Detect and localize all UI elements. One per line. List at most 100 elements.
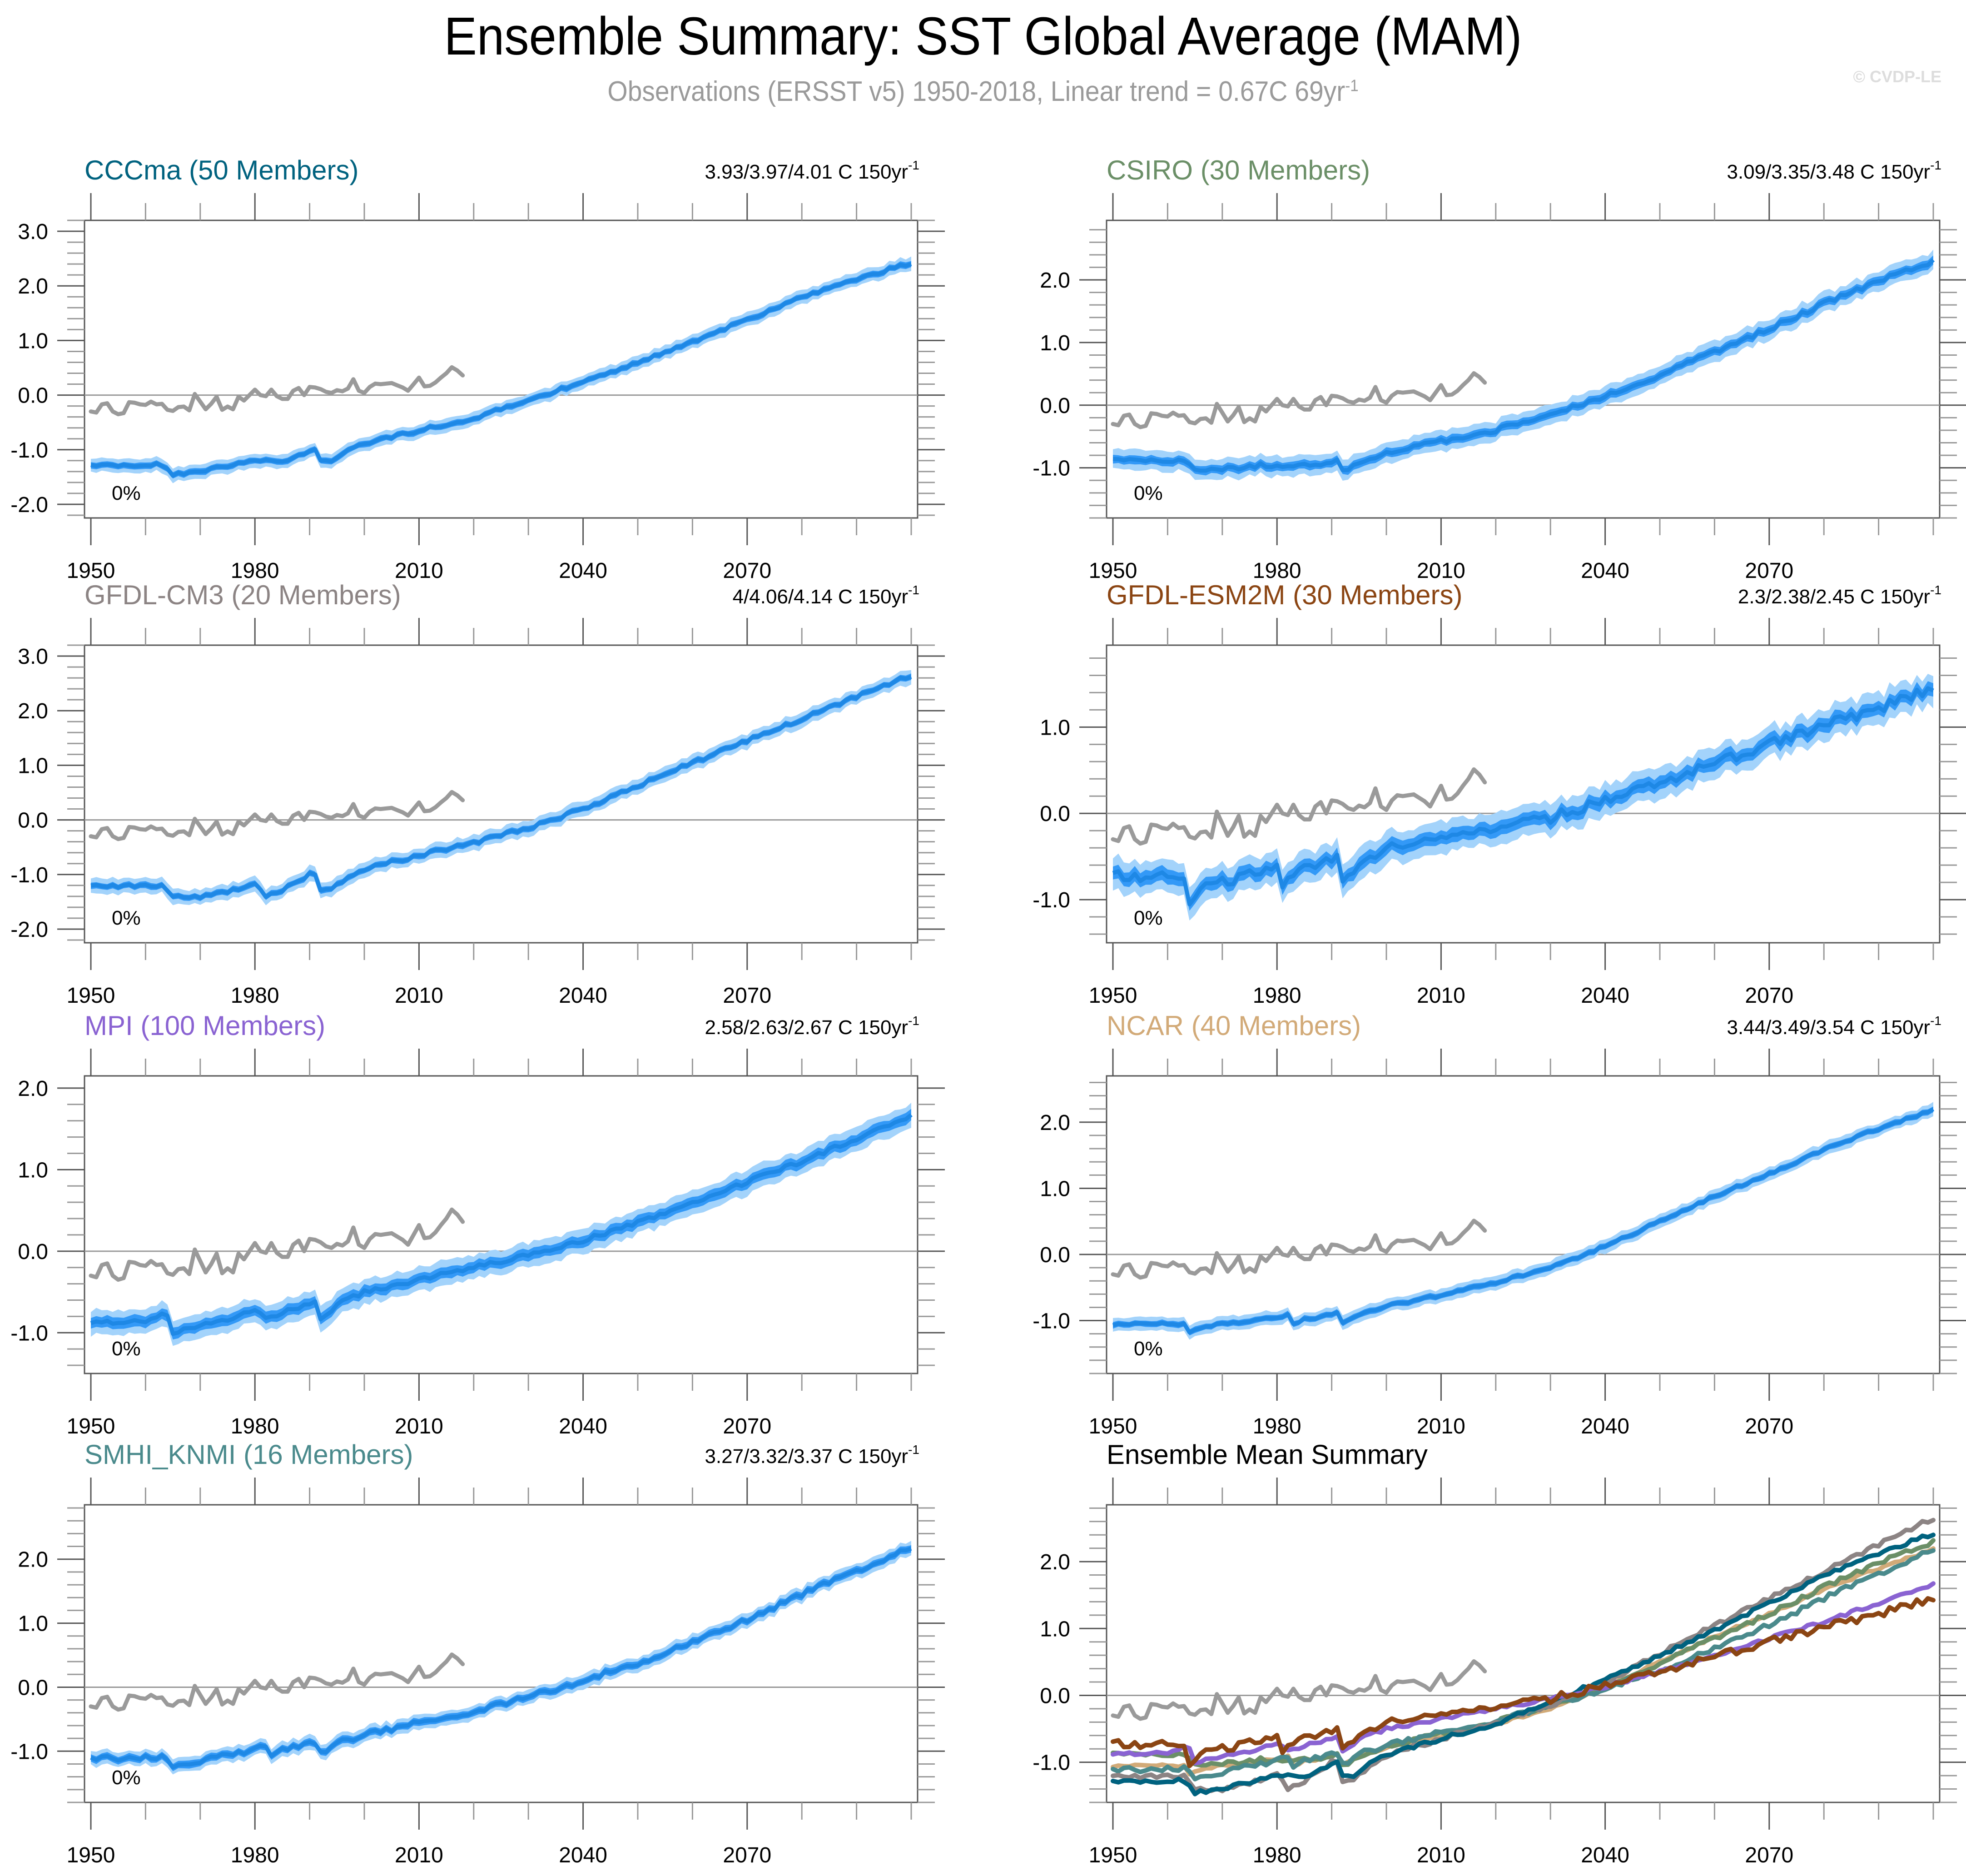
x-tick-label: 1950	[67, 1843, 115, 1867]
x-tick-label: 1980	[231, 1414, 279, 1438]
x-tick-label: 1980	[231, 1843, 279, 1867]
observations-line	[1111, 371, 1487, 429]
x-tick-label: 2010	[395, 1843, 443, 1867]
x-tick-label: 2010	[1417, 559, 1465, 583]
ensemble-inner-band	[1113, 255, 1933, 476]
y-tick-label: 0.0	[18, 1676, 48, 1700]
x-tick-label: 2070	[723, 1843, 771, 1867]
ensemble-outer-band	[91, 256, 911, 483]
x-tick-label: 1950	[1089, 984, 1137, 1008]
y-tick-label: -1.0	[10, 863, 48, 887]
ensemble-outer-band	[1113, 1102, 1933, 1340]
ensemble-outer-band	[91, 1103, 911, 1346]
x-tick-label: 1980	[1253, 559, 1301, 583]
panel-title: SMHI_KNMI (16 Members)	[84, 1439, 413, 1470]
panel-trend-label: 3.44/3.49/3.54 C 150yr-1	[1727, 1014, 1941, 1039]
ensemble-mean-line	[90, 675, 912, 900]
panel-trend-label: 2.58/2.63/2.67 C 150yr-1	[705, 1014, 919, 1039]
x-tick-label: 2040	[559, 984, 607, 1008]
observations-line	[89, 1652, 465, 1712]
ensemble-outer-band	[1113, 249, 1933, 481]
x-tick-label: 1950	[67, 1414, 115, 1438]
x-tick-label: 2070	[723, 1414, 771, 1438]
panel-trend-label: 2.3/2.38/2.45 C 150yr-1	[1738, 583, 1941, 608]
x-tick-label: 2010	[395, 984, 443, 1008]
y-tick-label: 1.0	[18, 754, 48, 778]
panel-title: MPI (100 Members)	[84, 1010, 325, 1041]
watermark: © CVDP-LE	[1853, 67, 1941, 86]
ensemble-inner-band	[1113, 1106, 1933, 1336]
x-tick-label: 2070	[1745, 1414, 1793, 1438]
panel-title: CSIRO (30 Members)	[1107, 155, 1370, 185]
x-tick-label: 2040	[559, 1414, 607, 1438]
y-tick-label: 0.0	[1040, 1243, 1070, 1267]
summary-line-gfdl-cm3	[1111, 1518, 1936, 1793]
summary-line-gfdl-esm2m	[1111, 1596, 1936, 1768]
observations-line	[89, 790, 465, 841]
panel-cccma: CCCma (50 Members) 3.93/3.97/4.01 C 150yr…	[10, 155, 945, 583]
subtitle-superscript: -1	[1345, 76, 1359, 95]
panel-mpi: MPI (100 Members) 2.58/2.63/2.67 C 150yr-…	[10, 1010, 945, 1438]
panel-trend-label: 4/4.06/4.14 C 150yr-1	[733, 583, 919, 608]
y-tick-label: 3.0	[18, 645, 48, 669]
y-tick-label: 1.0	[1040, 1177, 1070, 1201]
figure-subtitle: Observations (ERSST v5) 1950-2018, Linea…	[79, 75, 1887, 108]
panel-gfdl-esm2m: GFDL-ESM2M (30 Members) 2.3/2.38/2.45 C 1…	[1033, 580, 1966, 1008]
y-tick-label: 0.0	[1040, 802, 1070, 826]
x-tick-label: 2040	[1581, 1843, 1629, 1867]
ensemble-mean-line	[90, 1547, 912, 1770]
x-tick-label: 2010	[395, 1414, 443, 1438]
x-tick-label: 1980	[231, 984, 279, 1008]
observations-line	[1111, 1219, 1487, 1280]
plot-frame	[1106, 219, 1941, 519]
y-tick-label: 0.0	[1040, 394, 1070, 418]
x-tick-label: 1950	[67, 984, 115, 1008]
plot-frame	[84, 1504, 918, 1803]
x-tick-label: 2010	[395, 559, 443, 583]
x-tick-label: 2040	[1581, 559, 1629, 583]
panel-trend-label: 3.27/3.32/3.37 C 150yr-1	[705, 1443, 919, 1468]
observations-line	[89, 1207, 465, 1282]
ensemble-mean-line	[1112, 1107, 1935, 1335]
observations-line	[1111, 1659, 1487, 1721]
y-tick-label: 2.0	[18, 1077, 48, 1101]
plot-frame	[84, 219, 918, 519]
summary-line-csiro	[1111, 1538, 1936, 1768]
y-tick-label: -1.0	[10, 438, 48, 463]
x-tick-label: 1980	[231, 559, 279, 583]
panel-title: Ensemble Mean Summary	[1107, 1439, 1428, 1470]
y-tick-label: 0.0	[18, 1240, 48, 1264]
percent-label: 0%	[112, 1767, 141, 1789]
y-tick-label: 0.0	[1040, 1684, 1070, 1708]
x-tick-label: 2040	[1581, 984, 1629, 1008]
ensemble-mean-line	[90, 1113, 913, 1336]
percent-label: 0%	[1134, 1338, 1163, 1360]
panel-title: GFDL-ESM2M (30 Members)	[1107, 580, 1462, 610]
y-tick-label: -1.0	[10, 1321, 48, 1345]
y-tick-label: -1.0	[1033, 457, 1070, 481]
summary-line-cccma	[1111, 1533, 1936, 1796]
percent-label: 0%	[112, 907, 141, 929]
plot-frame	[84, 1075, 918, 1374]
x-tick-label: 2070	[1745, 984, 1793, 1008]
y-tick-label: 2.0	[18, 699, 48, 723]
ensemble-mean-line	[1112, 258, 1935, 473]
y-tick-label: 0.0	[18, 384, 48, 408]
plot-frame	[1106, 1504, 1941, 1803]
x-tick-label: 2010	[1417, 984, 1465, 1008]
y-tick-label: 1.0	[18, 1158, 48, 1182]
x-tick-label: 2040	[1581, 1414, 1629, 1438]
x-tick-label: 2040	[559, 559, 607, 583]
subtitle-text: Observations (ERSST v5) 1950-2018, Linea…	[607, 76, 1345, 107]
plot-frame	[84, 644, 918, 944]
observations-line	[89, 365, 465, 417]
plot-frame	[1106, 644, 1941, 944]
panel-title: NCAR (40 Members)	[1107, 1010, 1361, 1041]
y-tick-label: 1.0	[1040, 716, 1070, 740]
summary-line-mpi	[1111, 1581, 1936, 1766]
x-tick-label: 2070	[723, 984, 771, 1008]
x-tick-label: 1980	[1253, 1843, 1301, 1867]
x-tick-label: 2040	[559, 1843, 607, 1867]
x-tick-label: 1980	[1253, 984, 1301, 1008]
y-tick-label: 2.0	[1040, 269, 1070, 293]
